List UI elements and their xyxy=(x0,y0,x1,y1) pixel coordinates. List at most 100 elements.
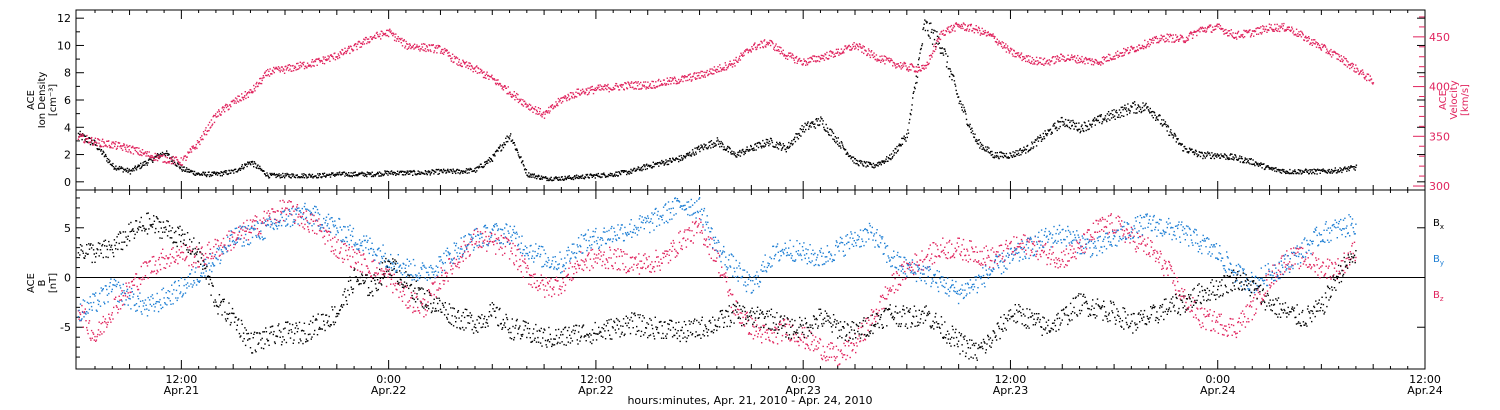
data-point xyxy=(692,75,694,77)
data-point xyxy=(193,170,196,173)
data-point xyxy=(208,129,210,132)
data-point xyxy=(510,133,512,135)
data-point xyxy=(839,145,841,147)
data-point xyxy=(439,52,442,54)
data-point xyxy=(708,70,711,72)
data-point xyxy=(406,170,408,172)
data-point xyxy=(279,175,281,177)
data-point xyxy=(1256,163,1258,165)
data-point xyxy=(132,284,134,286)
data-point xyxy=(299,67,301,69)
data-point xyxy=(105,155,107,158)
data-point xyxy=(996,38,998,40)
data-point xyxy=(416,173,419,175)
data-point xyxy=(568,175,570,177)
data-point xyxy=(1118,109,1121,111)
data-point xyxy=(614,88,616,90)
data-point xyxy=(252,91,254,93)
data-point xyxy=(315,175,317,177)
data-point xyxy=(418,45,421,48)
data-point xyxy=(1303,171,1306,173)
data-point xyxy=(1062,124,1064,126)
data-point xyxy=(349,255,351,257)
data-point xyxy=(1001,41,1003,43)
data-point xyxy=(404,45,407,47)
data-point xyxy=(510,93,512,95)
data-point xyxy=(592,175,595,177)
data-point xyxy=(744,50,746,53)
data-point xyxy=(175,251,178,253)
data-point xyxy=(793,138,795,140)
data-point xyxy=(240,228,242,230)
data-point xyxy=(362,254,364,256)
data-point xyxy=(545,110,547,112)
data-point xyxy=(1349,64,1352,66)
data-point xyxy=(342,53,344,56)
data-point xyxy=(201,135,203,137)
data-point xyxy=(852,160,854,162)
data-point xyxy=(899,145,901,147)
data-point xyxy=(1124,48,1127,51)
data-point xyxy=(1030,62,1032,64)
data-point xyxy=(367,267,369,270)
data-point xyxy=(768,140,771,143)
data-point xyxy=(981,148,983,150)
data-point xyxy=(1332,170,1334,172)
data-point xyxy=(161,155,164,157)
data-point xyxy=(1282,170,1284,173)
data-point xyxy=(607,87,610,89)
data-point xyxy=(779,46,781,48)
data-point xyxy=(680,78,682,81)
data-point xyxy=(907,68,909,71)
data-point xyxy=(380,270,382,272)
data-point xyxy=(503,86,505,88)
data-point xyxy=(1204,157,1206,159)
data-point xyxy=(1297,33,1299,35)
data-point xyxy=(1020,149,1023,152)
data-point xyxy=(723,146,725,148)
data-point xyxy=(1330,48,1332,51)
density-y-tick-label: 10 xyxy=(57,39,71,52)
data-point xyxy=(424,48,427,50)
data-point xyxy=(1031,141,1033,143)
data-point xyxy=(1009,50,1011,52)
data-point xyxy=(1098,63,1101,65)
data-point xyxy=(586,94,589,96)
data-point xyxy=(432,283,434,285)
data-point xyxy=(366,265,368,267)
data-point xyxy=(998,40,1000,42)
data-point xyxy=(437,275,439,278)
data-point xyxy=(359,46,361,48)
data-point xyxy=(873,167,875,169)
data-point xyxy=(882,160,884,162)
data-point xyxy=(122,295,124,297)
data-point xyxy=(337,239,339,241)
data-point xyxy=(580,93,583,95)
data-point xyxy=(672,78,674,80)
data-point xyxy=(1058,57,1061,59)
data-point xyxy=(551,104,554,106)
data-point xyxy=(620,85,622,87)
data-point xyxy=(470,168,473,170)
data-point xyxy=(1330,168,1333,171)
data-point xyxy=(329,239,332,241)
data-point xyxy=(467,169,469,171)
data-point xyxy=(120,147,123,150)
data-point xyxy=(419,312,421,314)
data-point xyxy=(1170,132,1173,134)
data-point xyxy=(895,67,897,69)
data-point xyxy=(1100,114,1102,116)
data-point xyxy=(572,92,574,94)
data-point xyxy=(638,88,640,90)
data-point xyxy=(79,312,81,314)
data-point xyxy=(1199,151,1201,153)
data-point xyxy=(1311,169,1313,171)
data-point xyxy=(902,65,905,67)
data-point xyxy=(258,82,260,84)
data-point xyxy=(285,65,287,67)
data-point xyxy=(425,45,428,47)
data-point xyxy=(841,51,844,54)
data-point xyxy=(140,265,142,268)
data-point xyxy=(661,159,663,162)
data-point xyxy=(447,170,450,172)
